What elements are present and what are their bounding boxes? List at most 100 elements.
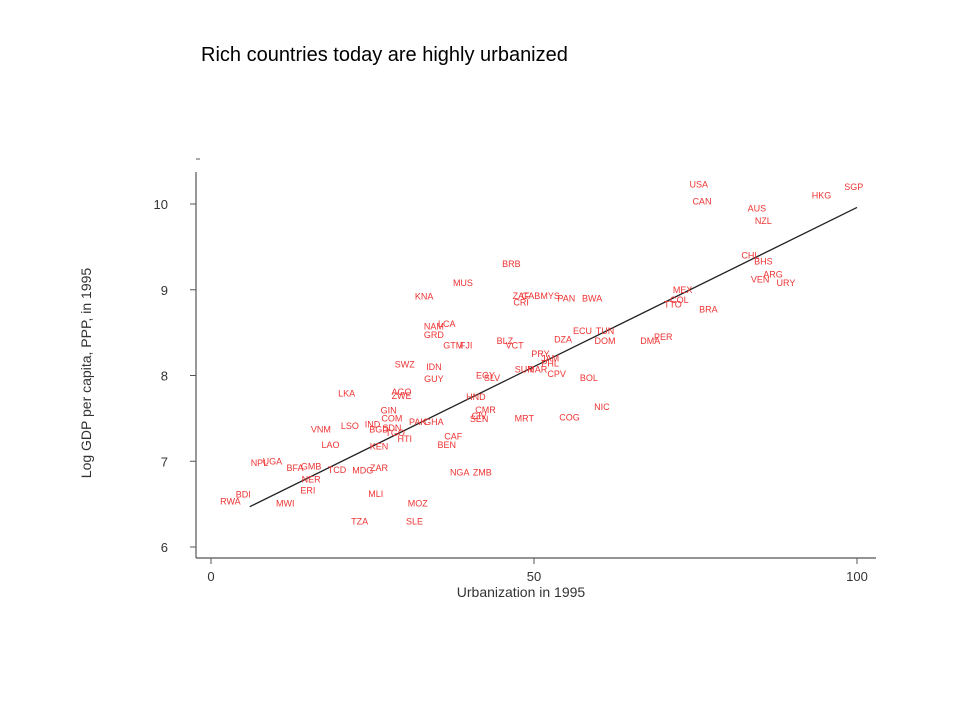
data-point-label-sgp: SGP [844,182,863,192]
data-point-label-bfa: BFA [286,463,303,473]
data-point-label-ner: NER [302,474,322,484]
data-point-label-cri: CRI [513,298,529,308]
data-point-label-hnd: HND [466,392,486,402]
data-point-label-dma: DMA [640,336,660,346]
data-point-label-mus: MUS [453,278,473,288]
data-point-label-com: COM [381,413,402,423]
data-point-label-lca: LCA [438,319,456,329]
data-point-label-hkg: HKG [812,190,832,200]
data-point-label-grd: GRD [424,330,445,340]
data-point-label-nic: NIC [594,402,610,412]
data-point-label-fji: FJI [460,340,473,350]
x-axis-title: Urbanization in 1995 [457,584,586,600]
data-point-label-per: PER [654,332,673,342]
data-point-label-sdn: SDN [382,423,401,433]
data-point-label-caf: CAF [444,431,463,441]
data-point-label-nzl: NZL [755,216,772,226]
data-point-label-bdi: BDI [236,490,251,500]
data-point-label-cog: COG [559,413,580,423]
data-point-label-tza: TZA [351,516,368,526]
x-tick-label: 50 [527,569,541,584]
y-axis-ticks: 6 7 8 9 10 [154,197,196,555]
plot-frame [195,158,876,559]
data-point-label-dom: DOM [595,336,616,346]
data-point-label-hti: HTI [398,434,413,444]
data-point-label-egy: EGY [476,371,495,381]
data-point-label-tcd: TCD [328,465,347,475]
y-tick-label: 6 [161,540,168,555]
data-point-label-phl: PHL [541,358,559,368]
data-point-label-tun: TUN [596,326,615,336]
data-point-label-moz: MOZ [408,498,428,508]
data-point-label-ben: BEN [438,440,457,450]
data-point-label-cpv: CPV [547,369,566,379]
data-point-label-gin: GIN [381,406,397,416]
data-point-label-tto: TTO [664,299,682,309]
data-point-label-swz: SWZ [395,359,415,369]
data-point-label-idn: IDN [426,362,442,372]
x-axis-ticks: 0 50 100 [207,558,868,584]
data-point-label-mys: MYS [540,291,560,301]
data-point-label-ken: KEN [370,442,389,452]
slide-title: Rich countries today are highly urbanize… [201,44,568,66]
y-tick-label: 9 [161,283,168,298]
data-point-label-ecu: ECU [573,326,592,336]
data-point-label-can: CAN [692,196,711,206]
fit-line [249,206,858,508]
data-point-label-ven: VEN [751,274,770,284]
data-point-label-eri: ERI [300,485,315,495]
y-tick-label: 7 [161,454,168,469]
data-point-label-mex: MEX [673,285,693,295]
data-point-label-bol: BOL [580,373,598,383]
y-axis-title: Log GDP per capita, PPP, in 1995 [78,268,94,479]
data-point-label-npl: NPL [251,458,269,468]
data-point-label-pak: PAK [409,417,426,427]
data-point-label-arg: ARG [763,269,783,279]
data-point-label-blz: BLZ [497,336,514,346]
data-point-label-kna: KNA [415,292,434,302]
data-point-label-jam: JAM [541,353,559,363]
data-point-label-pan: PAN [557,293,575,303]
y-tick-label: 8 [161,369,168,384]
data-point-label-lka: LKA [338,389,355,399]
data-point-label-ind: IND [365,419,381,429]
data-point-label-uga: UGA [263,456,283,466]
data-point-label-col: COL [670,295,689,305]
data-point-label-mdg: MDG [352,466,373,476]
data-point-label-dza: DZA [554,334,572,344]
data-point-label-sur: SUR [515,364,535,374]
data-point-label-gab: GAB [521,291,540,301]
data-point-label-zar: ZAR [370,463,389,473]
data-point-label-usa: USA [689,179,708,189]
data-point-label-bgd: BGD [369,425,389,435]
data-point-label-brb: BRB [502,259,521,269]
data-point-label-lso: LSO [341,421,359,431]
data-point-label-gtm: GTM [443,340,463,350]
data-point-label-mrt: MRT [515,413,535,423]
data-point-label-mar: MAR [527,364,548,374]
data-point-label-bhs: BHS [754,256,773,266]
data-point-label-mli: MLI [368,489,383,499]
data-point-label-zaf: ZAF [513,291,531,301]
data-point-label-aus: AUS [748,203,767,213]
data-point-label-gha: GHA [424,417,444,427]
data-point-label-cmr: CMR [475,405,496,415]
data-point-label-zmb: ZMB [473,467,492,477]
data-point-label-nga: NGA [450,467,470,477]
x-tick-label: 0 [207,569,214,584]
data-point-label-guy: GUY [424,374,444,384]
data-point-label-lao: LAO [322,440,340,450]
data-point-label-sle: SLE [406,516,423,526]
data-point-label-vct: VCT [506,340,525,350]
data-point-label-ago: AGO [392,387,412,397]
data-point-label-nam: NAM [424,322,444,332]
x-tick-label: 100 [846,569,868,584]
data-point-label-zwe: ZWE [392,391,412,401]
data-point-label-civ: CIV [472,411,487,421]
data-point-label-bwa: BWA [582,293,602,303]
data-point-label-pry: PRY [531,349,549,359]
data-point-label-mwi: MWI [276,498,295,508]
data-point-label-rwa: RWA [220,497,241,507]
